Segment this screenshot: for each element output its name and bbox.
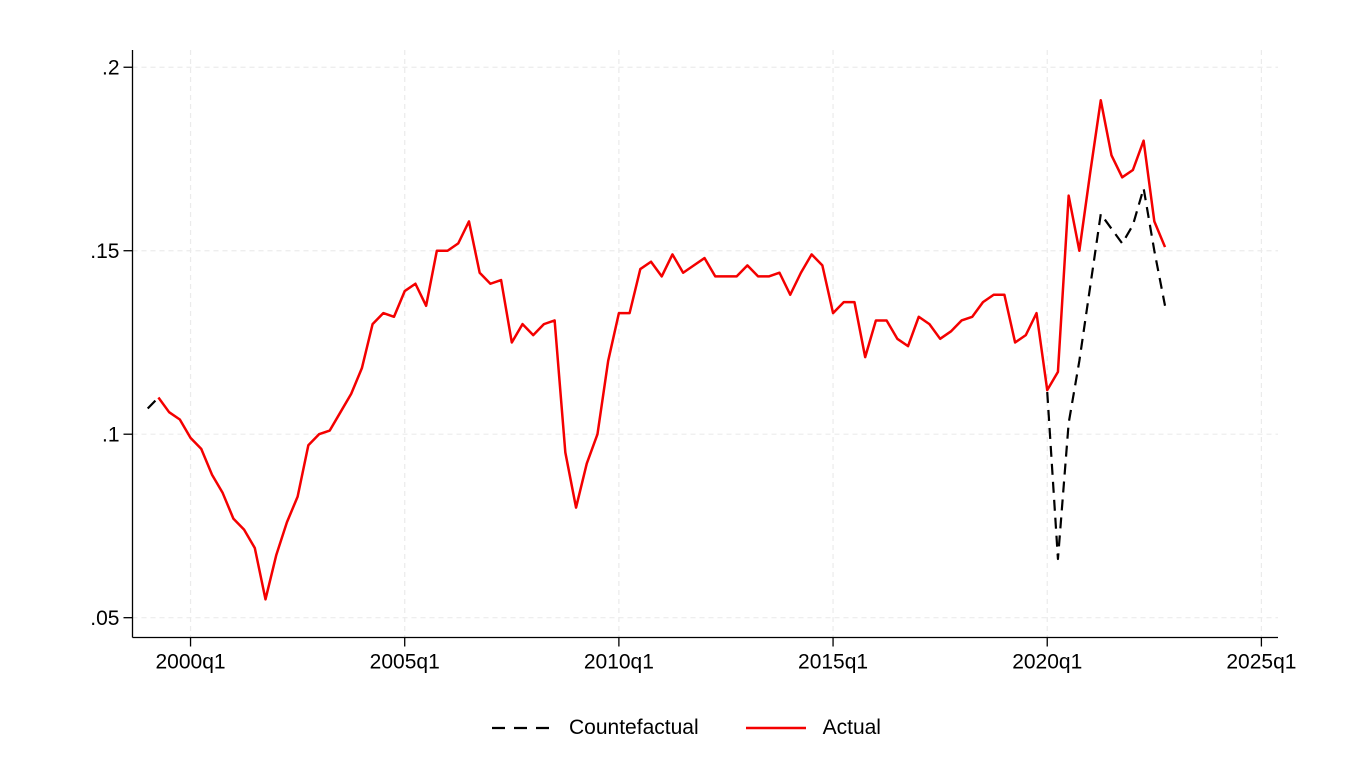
solid-line-sample-icon: [745, 726, 806, 730]
dashed-line-sample-icon: [492, 726, 553, 730]
y-tick-label: .1: [102, 424, 120, 447]
y-tick-label: .15: [90, 240, 119, 263]
legend-item-actual: Actual: [745, 713, 881, 743]
legend-item-countefactual: Countefactual: [491, 713, 699, 743]
legend-label-countefactual: Countefactual: [569, 716, 699, 739]
y-tick-label: .2: [102, 57, 120, 80]
x-tick-label: 2015q1: [798, 651, 868, 674]
x-tick-label: 2025q1: [1226, 651, 1296, 674]
y-tick-label: .05: [90, 607, 119, 630]
series-path-countefactual: [146, 187, 1167, 561]
x-tick-label: 2020q1: [1012, 651, 1082, 674]
series-countefactual-line: [146, 187, 1167, 561]
series-actual-line: [157, 99, 1167, 601]
legend-label-actual: Actual: [822, 716, 881, 739]
gridlines: [132, 50, 1278, 638]
series-path-actual: [157, 99, 1167, 601]
x-tick-label: 2000q1: [156, 651, 226, 674]
x-tick-label: 2005q1: [370, 651, 440, 674]
x-axis: 2000q1 2005q1 2010q1 2015q1 2020q1 2025q1: [132, 636, 1296, 674]
legend: Countefactual Actual: [0, 713, 1372, 743]
y-axis: .05 .1 .15 .2: [90, 50, 134, 638]
x-tick-label: 2010q1: [584, 651, 654, 674]
